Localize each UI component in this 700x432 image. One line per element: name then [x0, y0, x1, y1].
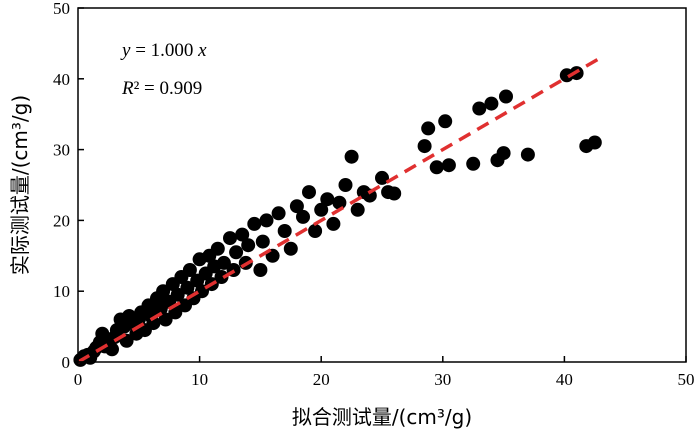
y-tick-label: 50 — [53, 0, 70, 18]
data-point — [105, 342, 119, 357]
fit-line — [77, 56, 602, 364]
x-tick-label: 40 — [556, 370, 573, 389]
data-point — [332, 195, 347, 210]
data-point — [429, 160, 444, 175]
y-tick-label: 10 — [53, 282, 70, 301]
data-point — [223, 231, 237, 246]
data-point — [466, 156, 481, 171]
x-axis-label: 拟合测试量/(cm³/g) — [292, 405, 472, 429]
data-point — [214, 270, 229, 284]
y-tick-label: 40 — [53, 70, 70, 89]
x-tick-label: 10 — [191, 370, 208, 389]
data-point — [520, 147, 535, 162]
data-point — [496, 146, 511, 161]
data-point — [417, 139, 432, 154]
data-points — [73, 66, 602, 367]
data-point — [499, 89, 513, 104]
data-point — [283, 241, 298, 256]
data-point — [229, 245, 244, 260]
data-point — [387, 186, 402, 201]
data-point — [375, 170, 389, 185]
y-tick-label: 0 — [62, 353, 71, 372]
data-point — [587, 135, 602, 150]
plot-frame — [77, 7, 687, 363]
data-point — [158, 312, 173, 327]
data-point — [235, 227, 250, 242]
data-point — [350, 202, 365, 217]
data-point — [241, 238, 256, 253]
data-point — [253, 263, 268, 277]
data-point — [271, 206, 286, 221]
x-tick-label: 0 — [74, 370, 83, 389]
data-point — [472, 101, 487, 116]
data-point — [320, 192, 335, 207]
r-squared-label: R² = 0.909 — [121, 78, 202, 99]
data-point — [421, 121, 436, 136]
data-point — [247, 216, 262, 231]
data-point — [259, 213, 274, 228]
fit-equation: y = 1.000 x — [120, 40, 207, 61]
data-point — [362, 188, 377, 203]
data-point — [344, 149, 359, 164]
data-point — [326, 216, 341, 231]
data-point — [180, 280, 195, 295]
x-tick-label: 30 — [434, 370, 451, 389]
y-tick-label: 30 — [53, 141, 70, 160]
data-point — [308, 224, 323, 238]
axis-ticks: 0 10 20 30 40 50 0 10 20 30 40 50 — [53, 0, 695, 389]
data-point — [156, 284, 171, 299]
data-point — [255, 234, 270, 249]
data-point — [146, 316, 161, 331]
data-point — [296, 209, 310, 224]
data-point — [438, 114, 453, 129]
data-point — [182, 263, 197, 277]
x-tick-label: 20 — [313, 370, 330, 389]
data-point — [314, 202, 329, 217]
data-point — [170, 287, 185, 302]
data-point — [484, 96, 499, 111]
data-point — [277, 224, 292, 238]
y-tick-label: 20 — [53, 211, 70, 230]
data-point — [302, 185, 316, 200]
x-tick-label: 50 — [678, 370, 695, 389]
data-point — [338, 178, 353, 192]
data-point — [441, 158, 456, 173]
data-point — [216, 255, 231, 270]
data-point — [210, 241, 225, 256]
y-axis-label: 实际测试量/(cm³/g) — [8, 95, 32, 275]
data-point — [289, 199, 304, 214]
